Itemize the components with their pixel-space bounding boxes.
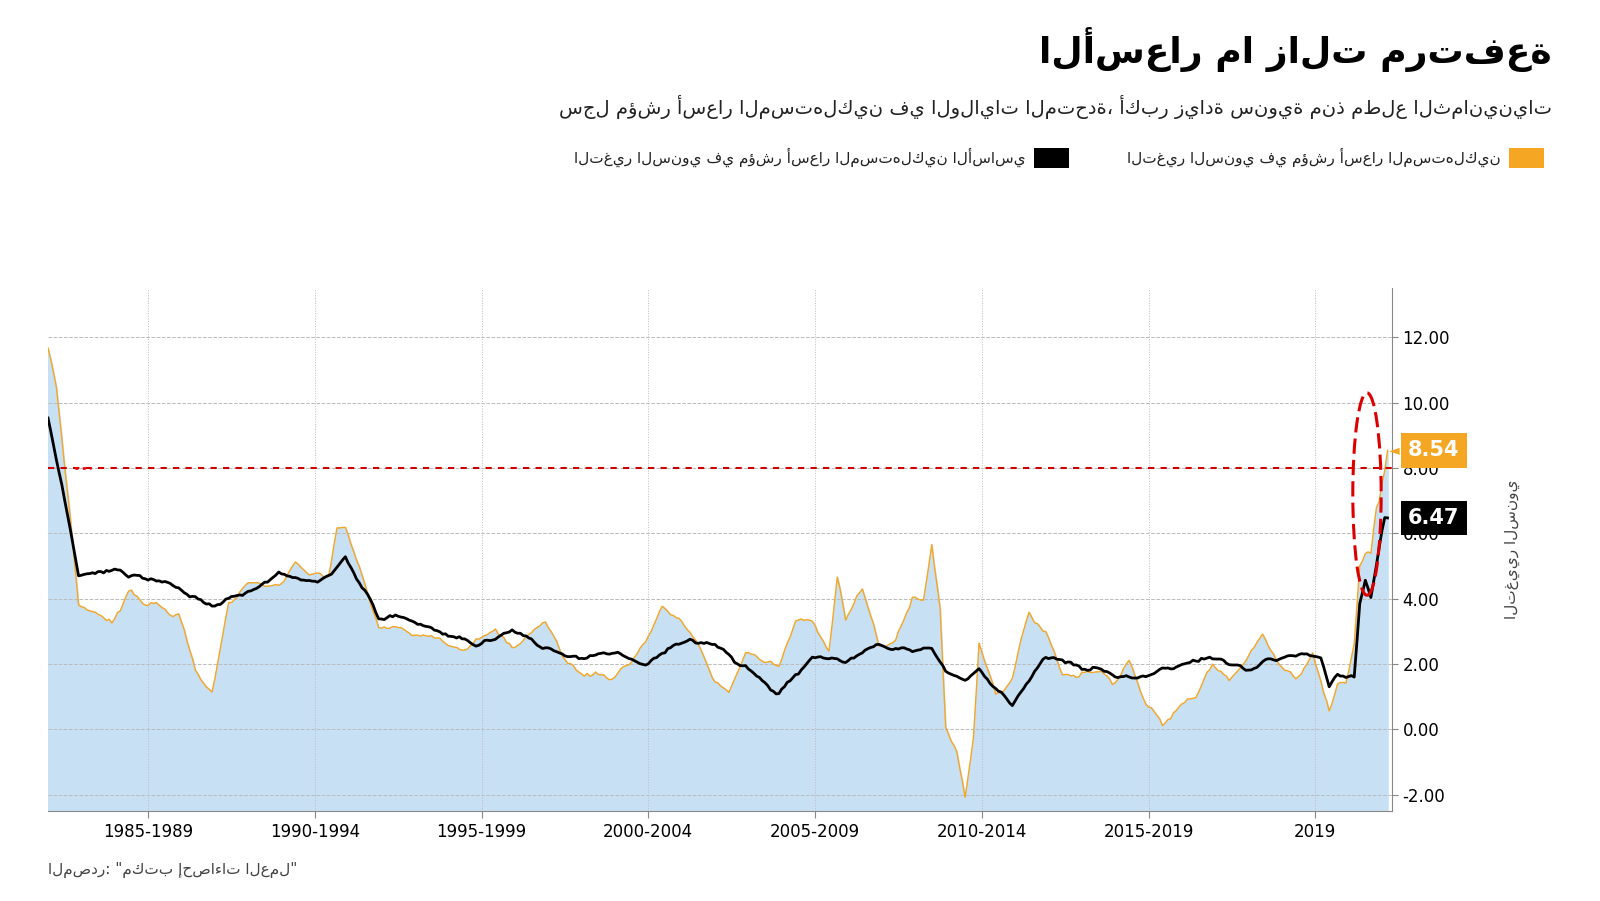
Text: ◄: ◄ [1389,443,1400,458]
Text: التغير السنوي في مؤشر أسعار المستهلكين: التغير السنوي في مؤشر أسعار المستهلكين [1126,148,1501,168]
Text: التغير السنوي في مؤشر أسعار المستهلكين الأساسي: التغير السنوي في مؤشر أسعار المستهلكين ا… [574,148,1026,168]
Text: 8.54: 8.54 [1408,441,1459,460]
Text: سجل مؤشر أسعار المستهلكين في الولايات المتحدة، أكبر زيادة سنوية منذ مطلع الثماني: سجل مؤشر أسعار المستهلكين في الولايات ال… [558,95,1552,119]
Text: المصدر: "مكتب إحصاءات العمل": المصدر: "مكتب إحصاءات العمل" [48,862,298,878]
Text: 6.47: 6.47 [1408,508,1459,528]
Text: الأسعار ما زالت مرتفعة: الأسعار ما زالت مرتفعة [1040,27,1552,72]
Text: التغيير السنوي: التغيير السنوي [1504,480,1520,619]
